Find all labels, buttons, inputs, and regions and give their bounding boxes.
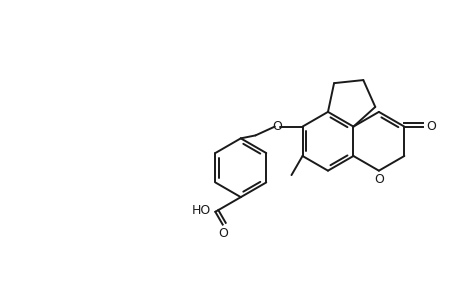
Text: HO: HO (191, 204, 211, 217)
Text: O: O (272, 120, 282, 133)
Text: O: O (217, 227, 227, 240)
Text: O: O (373, 173, 383, 186)
Text: O: O (425, 120, 435, 133)
